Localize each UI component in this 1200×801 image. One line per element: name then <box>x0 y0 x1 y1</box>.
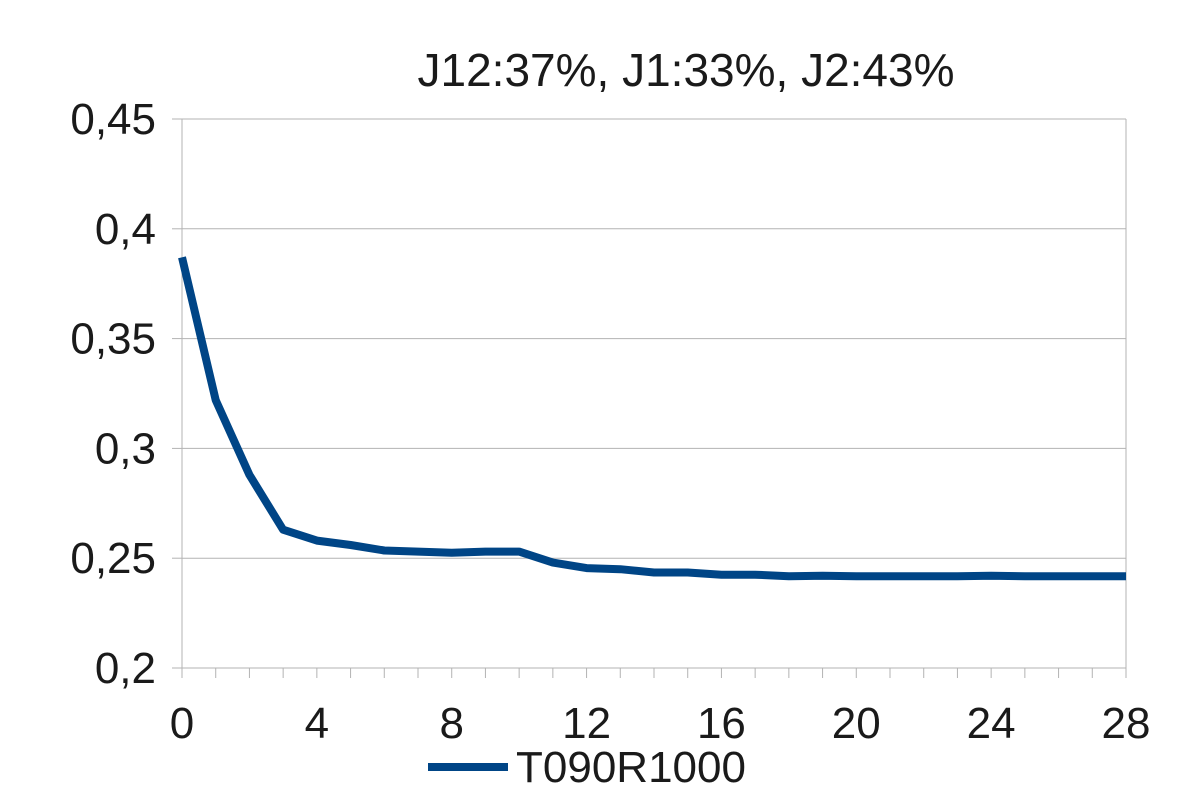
x-tick-label: 4 <box>305 699 329 748</box>
x-tick-label: 16 <box>697 699 746 748</box>
y-tick-label: 0,35 <box>70 315 156 364</box>
legend-label-series: T090R1000 <box>516 743 746 792</box>
y-tick-label: 0,2 <box>95 644 156 693</box>
y-tick-label: 0,4 <box>95 205 156 254</box>
series-layer <box>178 256 1126 581</box>
series-line-0 <box>178 256 1126 581</box>
x-tick-label: 20 <box>832 699 881 748</box>
x-tick-label: 28 <box>1102 699 1151 748</box>
x-tick-label: 8 <box>439 699 463 748</box>
x-tick-label: 0 <box>170 699 194 748</box>
y-tick-label: 0,45 <box>70 95 156 144</box>
y-tick-label: 0,25 <box>70 534 156 583</box>
y-tick-label: 0,3 <box>95 424 156 473</box>
legend: T090R1000 <box>428 743 746 792</box>
y-tick-labels: 0,2 0,25 0,3 0,35 0,4 0,45 <box>70 95 156 693</box>
chart-title: J12:37%, J1:33%, J2:43% <box>418 44 955 96</box>
gridlines <box>182 118 1126 669</box>
axes <box>172 118 1127 678</box>
x-tick-labels: 0 4 8 12 16 20 24 28 <box>170 699 1151 748</box>
x-tick-label: 12 <box>562 699 611 748</box>
x-tick-label: 24 <box>967 699 1016 748</box>
